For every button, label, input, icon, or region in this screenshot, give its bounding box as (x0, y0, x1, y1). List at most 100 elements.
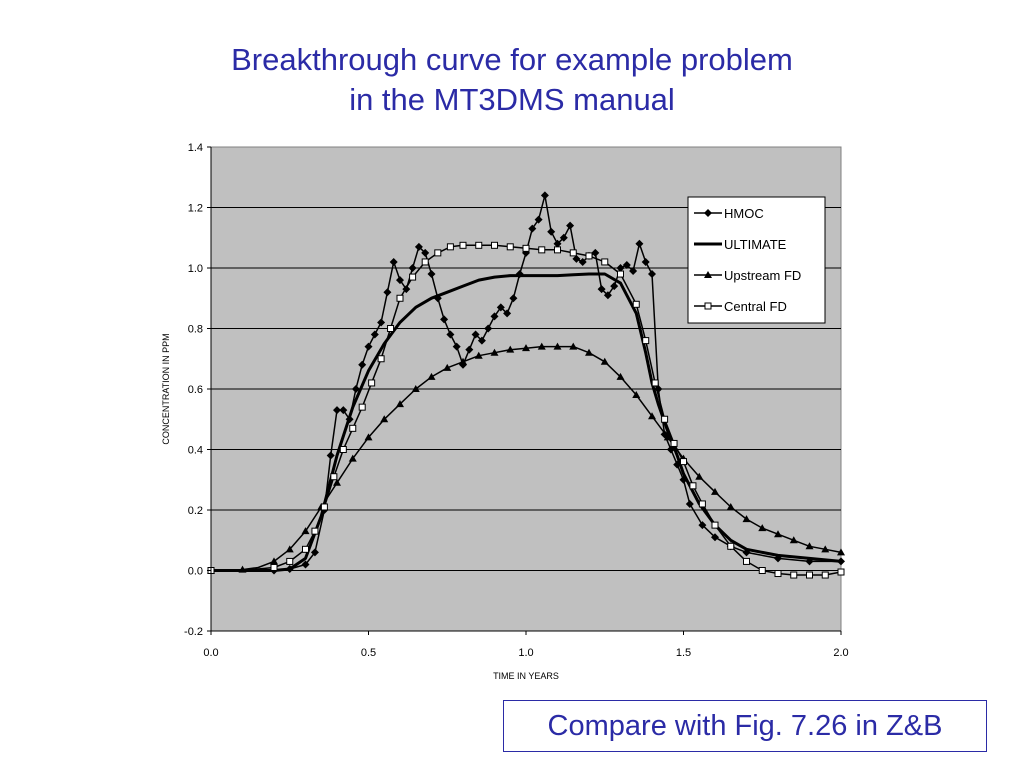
x-tick-labels: 0.0 0.5 1.0 1.5 2.0 (203, 647, 848, 659)
data-point-diamond (452, 342, 461, 351)
data-point-triangle (522, 344, 530, 352)
data-point-triangle (474, 351, 483, 359)
data-point-square (601, 258, 609, 266)
data-point-triangle (506, 345, 515, 353)
data-point-diamond (597, 285, 606, 294)
data-point-diamond (591, 248, 600, 257)
data-point-square (377, 355, 385, 363)
legend: HMOC ULTIMATE Upstream FD Central FD (687, 196, 826, 324)
data-point-square (617, 270, 624, 278)
data-point-diamond (711, 533, 719, 542)
data-point-square (585, 252, 593, 260)
data-point-square (286, 557, 294, 565)
data-point-diamond (440, 315, 449, 324)
data-point-square (491, 241, 498, 249)
data-point-diamond (370, 330, 379, 339)
data-point-square (434, 249, 442, 257)
data-point-triangle (285, 545, 294, 553)
data-point-triangle (380, 415, 389, 423)
legend-item: Upstream FD (694, 268, 801, 283)
legend-label: HMOC (724, 206, 764, 221)
data-point-square (727, 542, 735, 550)
y-tick-label: 0.6 (188, 384, 203, 396)
data-point-square (704, 302, 712, 310)
data-point-diamond (509, 294, 518, 303)
data-point-diamond (629, 267, 638, 276)
data-point-triangle (396, 400, 404, 408)
data-point-diamond (339, 406, 348, 415)
data-point-diamond (553, 239, 562, 248)
data-point-square (538, 246, 546, 254)
data-point-triangle (411, 385, 420, 392)
data-point-square (821, 571, 829, 579)
y-tick-label: 0.8 (188, 324, 203, 336)
data-point-square (661, 415, 669, 423)
data-point-diamond (578, 257, 587, 266)
data-point-triangle (569, 342, 578, 350)
data-point-diamond (547, 227, 556, 236)
data-point-square (689, 482, 697, 490)
data-point-square (774, 570, 782, 578)
data-point-square (320, 503, 328, 511)
data-point-diamond (333, 406, 341, 415)
data-point-diamond (503, 309, 512, 318)
data-point-square (806, 571, 813, 579)
data-point-square (349, 424, 357, 432)
data-point-diamond (610, 282, 619, 291)
data-point-square (475, 241, 483, 249)
data-point-square (837, 568, 845, 576)
data-point-square (790, 571, 798, 579)
data-point-triangle (553, 342, 562, 350)
data-point-diamond (648, 270, 656, 279)
y-axis-title: CONCENTRATION IN PPM (161, 333, 171, 444)
data-point-diamond (477, 336, 486, 345)
data-point-diamond (603, 291, 612, 300)
legend-label: ULTIMATE (724, 237, 787, 252)
data-point-diamond (572, 254, 581, 263)
data-point-diamond (408, 264, 417, 272)
x-axis-title: TIME IN YEARS (493, 671, 559, 681)
data-point-square (743, 557, 750, 565)
legend-item: HMOC (694, 206, 764, 221)
data-point-diamond (414, 242, 423, 251)
data-point-square (358, 403, 366, 411)
legend-item: ULTIMATE (694, 237, 787, 252)
data-point-square (396, 294, 404, 302)
data-point-diamond (484, 324, 493, 333)
data-point-square (387, 325, 395, 332)
legend-item: Central FD (694, 299, 787, 314)
data-point-diamond (496, 303, 505, 312)
data-point-triangle (726, 502, 735, 510)
data-point-triangle (333, 478, 341, 486)
data-point-square (758, 567, 766, 574)
data-point-diamond (377, 318, 386, 327)
data-point-square (522, 244, 530, 252)
data-point-diamond (301, 560, 310, 569)
data-point-triangle (632, 391, 641, 399)
data-point-triangle (837, 548, 845, 556)
data-point-square (421, 258, 429, 266)
data-point-diamond (446, 330, 455, 339)
data-point-square (339, 446, 347, 453)
data-point-diamond (351, 385, 360, 393)
data-point-square (569, 249, 577, 257)
data-point-diamond (685, 499, 694, 508)
legend-box (687, 196, 826, 324)
data-point-triangle (648, 412, 656, 420)
data-point-triangle (301, 527, 310, 535)
series-line (211, 272, 842, 572)
data-point-triangle (600, 357, 609, 365)
x-tick-label: 0.5 (361, 647, 376, 659)
data-point-diamond (465, 345, 474, 354)
data-point-triangle (348, 454, 357, 462)
data-point-square (368, 379, 376, 387)
y-tick-label: 0.4 (188, 445, 203, 457)
data-point-triangle (774, 530, 782, 538)
data-point-diamond (389, 257, 398, 266)
y-tick-label: 1.0 (188, 263, 203, 275)
data-point-diamond (566, 221, 575, 230)
y-tick-label: 1.2 (188, 203, 203, 215)
data-point-diamond (383, 288, 392, 297)
data-point-diamond (364, 342, 373, 351)
x-tick-label: 1.5 (676, 647, 691, 659)
